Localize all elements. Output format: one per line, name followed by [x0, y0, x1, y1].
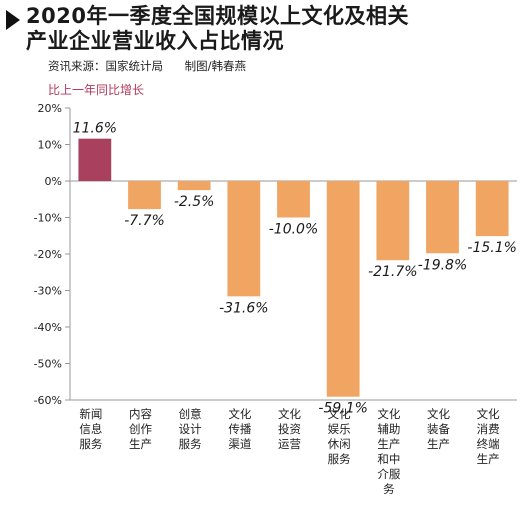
x-tick-label: 创意设计服务: [179, 407, 202, 451]
x-tick-label-line: 服务: [328, 452, 351, 466]
credit-text: 制图/韩春燕: [184, 59, 247, 73]
x-tick-label-line: 文化: [278, 407, 301, 421]
y-tick-label: -40%: [34, 321, 62, 334]
data-label: -2.5%: [174, 194, 215, 210]
y-tick-label: -30%: [34, 285, 62, 298]
data-label: -21.7%: [368, 264, 418, 280]
data-label: 11.6%: [73, 121, 117, 137]
bar: [326, 181, 360, 397]
x-tick-label-line: 生产: [129, 437, 152, 451]
chart-header: 2020年一季度全国规模以上文化及相关 产业企业营业收入占比情况: [4, 4, 524, 54]
x-tick-label-line: 内容: [129, 407, 152, 421]
x-tick-label-line: 终端: [477, 437, 500, 451]
x-tick-label: 内容创作生产: [129, 407, 152, 451]
x-tick-label-line: 生产: [477, 452, 500, 466]
x-tick-label-line: 信息: [79, 422, 102, 436]
x-tick-label-line: 务: [383, 482, 395, 496]
bar: [128, 181, 161, 210]
x-tick-label-line: 渠道: [228, 437, 251, 451]
x-tick-label: 文化传播渠道: [228, 407, 251, 451]
x-tick-label-line: 消费: [477, 422, 500, 436]
x-tick-label-line: 创作: [129, 422, 152, 436]
x-tick-label-line: 投资: [278, 422, 301, 436]
y-tick-label: 10%: [38, 139, 62, 152]
x-tick-label: 文化辅助生产和中介服务: [377, 407, 400, 496]
source-line: 资讯来源：国家统计局 制图/韩春燕: [48, 58, 264, 74]
x-tick-label-line: 创意: [179, 407, 202, 421]
x-tick-label-line: 生产: [377, 437, 400, 451]
title-row: 2020年一季度全国规模以上文化及相关 产业企业营业收入占比情况: [4, 4, 524, 54]
chart-title-line1: 2020年一季度全国规模以上文化及相关: [26, 4, 409, 28]
chart-title-line2: 产业企业营业收入占比情况: [26, 29, 284, 53]
y-tick-label: -20%: [34, 248, 62, 261]
x-tick-label-line: 文化: [228, 407, 251, 421]
x-tick-label: 新闻信息服务: [79, 407, 102, 451]
x-tick-label-line: 设计: [179, 422, 202, 436]
x-tick-label-line: 装备: [427, 422, 450, 436]
bar: [227, 181, 261, 297]
data-label: -7.7%: [124, 213, 165, 229]
x-tick-label-line: 介服: [377, 467, 400, 481]
x-tick-label-line: 服务: [79, 437, 102, 451]
data-label: -15.1%: [467, 240, 517, 256]
x-tick-label-line: 文化: [377, 407, 400, 421]
data-label: -31.6%: [219, 300, 269, 316]
x-tick-label-line: 传播: [228, 422, 251, 436]
y-tick-label: -10%: [34, 212, 62, 225]
chart-title: 2020年一季度全国规模以上文化及相关 产业企业营业收入占比情况: [26, 4, 409, 54]
x-tick-label-line: 新闻: [79, 407, 102, 421]
bar: [376, 181, 410, 261]
bar: [426, 181, 459, 254]
y-tick-label: 20%: [38, 102, 62, 115]
x-tick-label: 文化投资运营: [278, 407, 301, 451]
bar: [475, 181, 509, 237]
x-tick-label: 文化娱乐休闲服务: [328, 407, 351, 466]
y-tick-label: -50%: [34, 358, 62, 371]
x-tick-label-line: 运营: [278, 437, 301, 451]
x-tick-label-line: 文化: [328, 407, 351, 421]
data-label: -59.1%: [318, 401, 368, 417]
bar: [177, 181, 211, 191]
x-tick-label-line: 和中: [377, 452, 400, 466]
x-tick-label-line: 文化: [477, 407, 500, 421]
x-tick-label-line: 文化: [427, 407, 450, 421]
x-tick-label: 文化装备生产: [427, 407, 450, 451]
x-tick-label-line: 生产: [427, 437, 450, 451]
x-tick-label-line: 休闲: [328, 437, 351, 451]
x-tick-label: 文化消费终端生产: [477, 407, 500, 466]
bar: [78, 138, 112, 181]
x-tick-label-line: 服务: [179, 437, 202, 451]
triangle-bullet-icon: [6, 10, 20, 30]
data-label: -10.0%: [269, 222, 319, 238]
bar: [277, 181, 310, 218]
y-tick-label: 0%: [45, 175, 62, 188]
x-tick-label-line: 辅助: [377, 422, 400, 436]
source-text: 资讯来源：国家统计局: [48, 59, 163, 73]
y-tick-label: -60%: [34, 394, 62, 407]
x-tick-label-line: 娱乐: [328, 422, 351, 436]
data-label: -19.8%: [418, 257, 468, 273]
chart-subtitle: 比上一年同比增长: [48, 83, 145, 97]
